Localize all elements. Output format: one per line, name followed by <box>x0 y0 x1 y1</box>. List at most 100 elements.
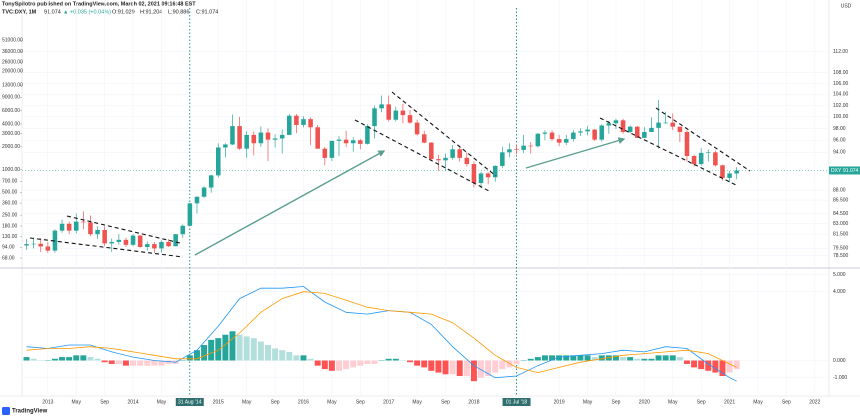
histogram-bar <box>612 355 619 361</box>
y-tick-label: 88.00 <box>833 187 846 193</box>
y-tick-label: 81.500 <box>833 231 849 237</box>
histogram-bar <box>392 358 399 361</box>
histogram-bar <box>634 358 641 361</box>
candle-body <box>734 170 739 174</box>
histogram-bar <box>591 357 598 361</box>
histogram-bar <box>336 360 342 371</box>
candle-body <box>350 140 356 144</box>
candle-body <box>429 142 434 160</box>
candle-body <box>393 110 399 120</box>
histogram-bar <box>669 355 676 361</box>
histogram-bar <box>534 357 541 361</box>
histogram-bar <box>726 360 733 373</box>
author-line: TonySpilotro published on TradingView.co… <box>2 1 196 7</box>
histogram-bar <box>122 360 129 366</box>
x-tick-label: May <box>753 399 763 405</box>
candle-body <box>450 149 455 158</box>
y2-tick-label: 6000.00 <box>2 108 20 114</box>
histogram-bar <box>442 360 449 375</box>
candle-body <box>201 187 207 197</box>
histogram-bar <box>449 360 456 375</box>
histogram-bar <box>23 357 30 361</box>
candle-body <box>407 115 413 123</box>
y-tick-label: 108.00 <box>833 70 849 76</box>
ohlc-low: L:90.886 <box>168 9 189 15</box>
candle-body <box>549 132 555 140</box>
histogram-bar <box>570 355 577 361</box>
candle-body <box>365 126 370 144</box>
logo-icon <box>2 407 10 415</box>
histogram-bar <box>563 355 570 361</box>
candle-body <box>287 115 292 135</box>
candle-body <box>116 239 122 242</box>
candle-body <box>720 165 725 178</box>
candle-body <box>670 122 676 127</box>
histogram-bar <box>648 358 655 361</box>
y-tick-label: -1.000 <box>833 375 847 381</box>
candle-body <box>102 229 107 244</box>
histogram-bar <box>286 351 293 361</box>
y-tick-label: 84.500 <box>833 211 849 217</box>
histogram-bar <box>165 360 172 364</box>
candle-body <box>31 243 36 245</box>
candle-body <box>315 127 320 149</box>
arrows <box>194 137 626 256</box>
x-tick-label: 2022 <box>809 399 820 405</box>
histogram-bar <box>328 360 335 371</box>
candle-body <box>38 243 44 247</box>
histogram-bar <box>80 355 87 361</box>
candle-body <box>216 147 221 176</box>
candle-body <box>492 165 498 178</box>
candle-body <box>528 145 534 147</box>
histogram-bar <box>435 360 442 373</box>
macd-line <box>26 291 737 374</box>
histogram-bar <box>407 360 413 363</box>
y-tick-label: 106.00 <box>833 81 849 87</box>
x-tick-label: May <box>668 399 678 405</box>
arrow <box>194 150 386 256</box>
y2-tick-label: 2000.00 <box>2 144 20 150</box>
candle-body <box>691 156 697 165</box>
candle-body <box>358 140 363 144</box>
price-tag <box>829 166 860 175</box>
trend-line <box>29 237 184 258</box>
trend-line <box>66 215 181 244</box>
histogram-bar <box>30 358 37 361</box>
candle-body <box>166 241 171 247</box>
x-tick-label: May <box>157 399 167 405</box>
x-tick-label: May <box>583 399 593 405</box>
x-tick-label: 2016 <box>298 399 309 405</box>
candle-body <box>173 234 178 247</box>
trend-line <box>599 117 737 186</box>
ohlc-high: H:91.204 <box>140 9 162 15</box>
histogram-bar <box>556 355 563 361</box>
histogram-bar <box>513 360 520 364</box>
candle-body <box>73 221 79 231</box>
histogram-bar <box>73 355 80 361</box>
histogram-bar <box>314 360 321 366</box>
y2-tick-label: 130.00 <box>2 234 18 240</box>
candle-body <box>500 152 505 166</box>
x-tick-label: May <box>242 399 252 405</box>
marks <box>22 8 829 396</box>
histogram-bar <box>598 355 605 361</box>
candle-body <box>88 222 93 235</box>
candle-body <box>649 127 654 132</box>
x-tick-label: Sep <box>271 399 280 405</box>
candle-body <box>279 134 285 139</box>
histogram-bar <box>733 360 740 370</box>
candle-body <box>66 223 72 231</box>
candle-body <box>634 126 640 138</box>
histogram-bar <box>371 360 378 364</box>
candle-body <box>194 196 200 204</box>
candle-body <box>592 129 597 140</box>
histogram-bar <box>662 355 669 361</box>
histogram-bar <box>101 360 108 363</box>
histogram-bar <box>208 339 215 361</box>
candle-body <box>343 139 349 144</box>
x-tick-label: 2021 <box>724 399 735 405</box>
y2-tick-label: 36000.00 <box>2 49 23 55</box>
candle-body <box>379 104 384 109</box>
y-tick-label: 98.00 <box>833 126 846 132</box>
